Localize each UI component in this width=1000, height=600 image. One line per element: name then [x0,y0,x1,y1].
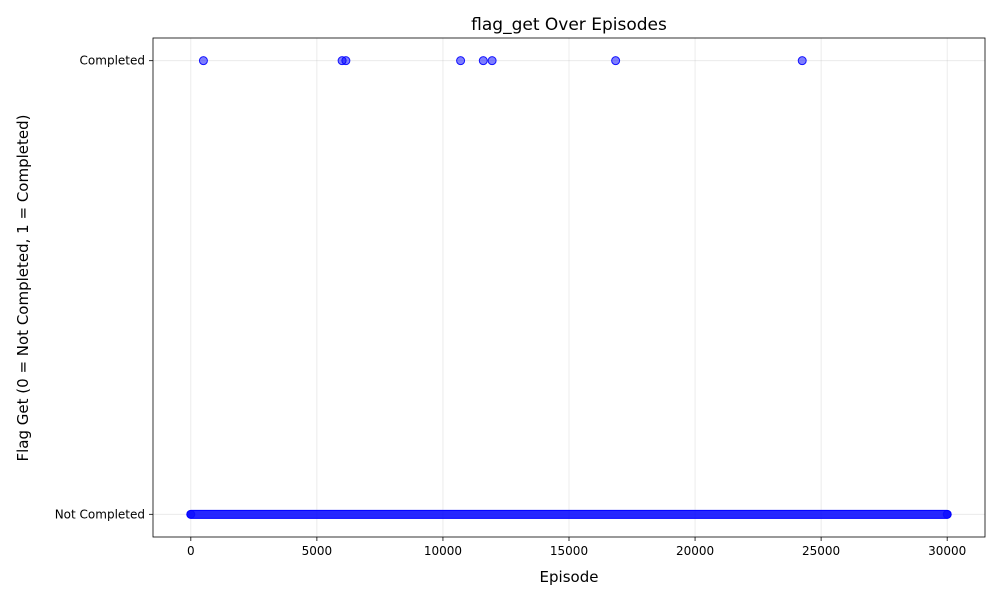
data-point [487,56,497,66]
data-point [797,56,807,66]
x-tick-label: 30000 [928,544,966,558]
data-point [942,509,952,519]
grid-layer [153,38,985,537]
x-axis-label: Episode [540,568,599,586]
y-tick-label: Not Completed [55,507,145,521]
not-completed-points [186,509,952,519]
x-tick-label: 20000 [676,544,714,558]
chart-title: flag_get Over Episodes [471,15,667,35]
y-axis-label: Flag Get (0 = Not Completed, 1 = Complet… [14,115,32,462]
x-tick-label: 25000 [802,544,840,558]
data-point [186,509,196,519]
ticks-layer: 0 5000 10000 15000 20000 25000 30000 Not Comple… [55,54,967,558]
x-tick-label: 10000 [424,544,462,558]
data-point [478,56,488,66]
x-tick-label: 15000 [550,544,588,558]
x-tick-label: 0 [187,544,195,558]
data-point [198,56,208,66]
x-tick-label: 5000 [302,544,333,558]
data-point [456,56,466,66]
data-point [341,56,351,66]
marks-layer [186,56,952,519]
data-point [611,56,621,66]
y-tick-label: Completed [80,54,145,68]
